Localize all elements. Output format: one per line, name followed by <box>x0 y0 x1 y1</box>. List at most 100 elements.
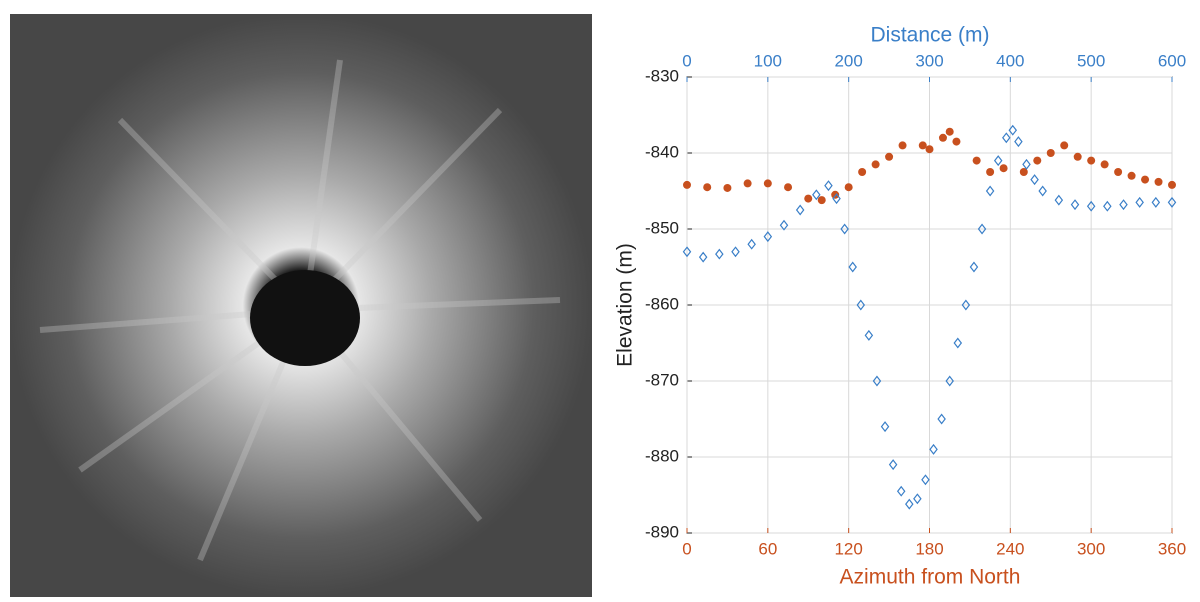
data-point <box>784 183 793 192</box>
data-point <box>723 183 732 192</box>
data-point <box>1014 136 1023 148</box>
y-tick-label: -860 <box>645 294 679 313</box>
data-point <box>824 180 833 192</box>
data-point <box>1154 177 1163 186</box>
data-point <box>937 413 946 425</box>
data-point <box>872 375 882 387</box>
data-point <box>913 493 922 505</box>
data-point <box>945 375 954 387</box>
data-point <box>832 193 841 205</box>
data-point <box>1022 158 1031 170</box>
data-point <box>682 246 692 258</box>
data-point <box>1119 199 1128 211</box>
data-point <box>1002 132 1011 144</box>
x2-tick-label: 0 <box>682 51 691 70</box>
y-tick-label: -850 <box>645 218 679 237</box>
data-point <box>840 223 849 235</box>
x2-tick-label: 100 <box>754 51 782 70</box>
data-point <box>1127 171 1136 180</box>
data-point <box>1073 152 1082 161</box>
data-point <box>747 238 756 250</box>
data-point <box>1033 156 1042 165</box>
data-point <box>929 443 938 455</box>
x-tick-label: 0 <box>682 539 691 558</box>
data-point <box>938 133 947 142</box>
crater-image <box>10 14 592 597</box>
data-point <box>743 179 752 188</box>
data-point <box>945 127 954 136</box>
data-point <box>977 223 987 235</box>
data-point <box>856 299 866 311</box>
data-point <box>905 498 914 510</box>
data-point <box>715 248 724 260</box>
x2-tick-label: 500 <box>1077 51 1105 70</box>
y-tick-label: -840 <box>645 142 679 161</box>
y-tick-label: -870 <box>645 370 679 389</box>
data-point <box>731 246 740 258</box>
data-point <box>812 189 821 201</box>
x-tick-label: 240 <box>996 539 1024 558</box>
data-point <box>885 152 894 161</box>
data-point <box>1087 156 1096 165</box>
data-point <box>703 183 712 192</box>
data-point <box>795 204 805 216</box>
data-point <box>888 459 898 471</box>
data-point <box>1030 174 1039 186</box>
data-point <box>993 155 1003 167</box>
data-point <box>898 141 907 150</box>
data-point <box>925 145 934 154</box>
data-point <box>763 179 772 188</box>
data-point <box>1100 160 1109 169</box>
x2-axis-label: Distance (m) <box>870 24 989 47</box>
x-tick-label: 120 <box>834 539 862 558</box>
data-point <box>698 251 708 263</box>
data-point <box>871 160 880 169</box>
data-point <box>921 474 930 486</box>
data-point <box>1103 200 1112 212</box>
y-tick-label: -830 <box>645 66 679 85</box>
data-point <box>1114 168 1123 176</box>
data-point <box>1151 196 1161 208</box>
data-point <box>961 299 971 311</box>
y-tick-label: -890 <box>645 522 679 541</box>
data-point <box>831 190 840 199</box>
data-point <box>763 231 773 243</box>
y-tick-label: -880 <box>645 446 679 465</box>
data-point <box>969 261 979 273</box>
data-point <box>1038 185 1047 197</box>
data-point <box>844 183 853 192</box>
data-point <box>880 421 890 433</box>
data-point <box>683 180 691 189</box>
data-point <box>804 194 813 203</box>
data-point <box>985 185 995 197</box>
data-point <box>896 485 906 497</box>
x2-tick-label: 300 <box>915 51 943 70</box>
data-point <box>864 329 874 341</box>
data-point <box>1070 199 1080 211</box>
data-point <box>953 337 963 349</box>
data-point <box>1141 175 1150 184</box>
data-point <box>858 168 867 176</box>
data-point <box>1086 200 1096 212</box>
x-tick-label: 300 <box>1077 539 1105 558</box>
data-point <box>972 156 981 165</box>
x2-tick-label: 600 <box>1158 51 1186 70</box>
data-point <box>999 164 1008 173</box>
x-tick-label: 60 <box>758 539 777 558</box>
data-point <box>986 168 995 176</box>
x-tick-label: 360 <box>1158 539 1186 558</box>
x2-tick-label: 200 <box>834 51 862 70</box>
data-point <box>918 141 927 150</box>
data-point <box>1008 124 1018 136</box>
data-point <box>1135 196 1144 208</box>
data-point <box>1060 141 1069 150</box>
data-point <box>817 196 826 205</box>
x-axis-label: Azimuth from North <box>840 566 1021 589</box>
data-point <box>1167 196 1177 208</box>
data-point <box>952 137 961 146</box>
data-point <box>1046 149 1055 157</box>
x2-tick-label: 400 <box>996 51 1024 70</box>
x-tick-label: 180 <box>915 539 943 558</box>
